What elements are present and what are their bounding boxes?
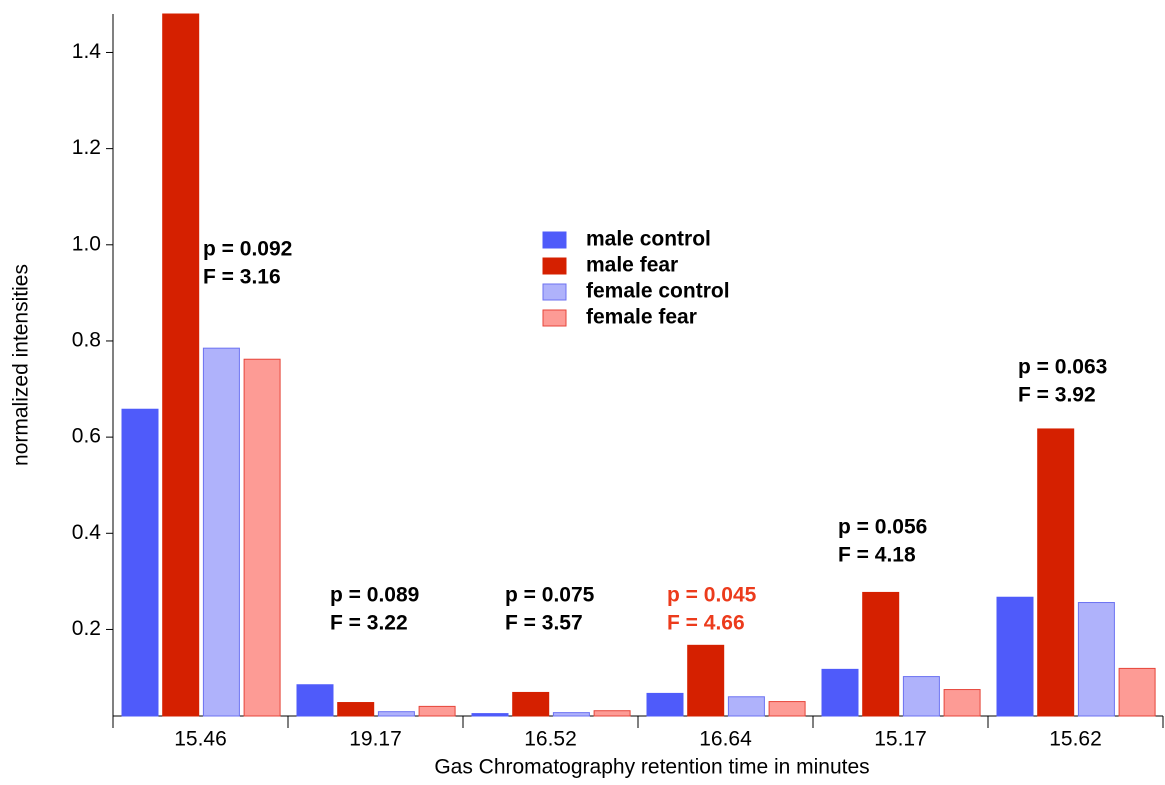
y-tick-label: 0.2 [72, 617, 101, 640]
y-tick-label: 1.2 [72, 136, 101, 159]
x-tick-label: 15.17 [874, 728, 927, 751]
bar [377, 711, 415, 717]
f-value: F = 3.22 [330, 612, 408, 635]
bar [337, 702, 375, 717]
legend-label: male control [586, 228, 711, 251]
bar [821, 668, 859, 717]
legend-label: male fear [586, 254, 678, 277]
bar [902, 676, 940, 717]
bar [202, 347, 240, 717]
bar [243, 358, 281, 717]
legend-label: female control [586, 280, 730, 303]
bar [943, 689, 981, 717]
y-tick-label: 1.0 [72, 232, 101, 255]
bar [418, 705, 456, 717]
bar [727, 696, 765, 717]
legend-swatch [542, 309, 567, 327]
f-value: F = 4.18 [838, 544, 916, 567]
f-value: F = 3.57 [505, 612, 583, 635]
bar [687, 644, 725, 717]
bar [1118, 667, 1156, 717]
p-value: p = 0.089 [330, 584, 419, 607]
bar [296, 684, 334, 717]
x-tick-label: 15.46 [174, 728, 227, 751]
x-tick-label: 19.17 [349, 728, 402, 751]
legend-label: female fear [586, 306, 697, 329]
x-tick-label: 16.52 [524, 728, 577, 751]
p-value: p = 0.063 [1018, 356, 1107, 379]
bar [646, 692, 684, 717]
f-value: F = 3.16 [203, 266, 281, 289]
y-tick-label: 1.4 [72, 40, 102, 63]
y-axis-label: normalized intensities [10, 264, 33, 466]
bar [1077, 602, 1115, 717]
p-value: p = 0.056 [838, 516, 927, 539]
x-tick-label: 16.64 [699, 728, 752, 751]
legend-swatch [542, 283, 567, 301]
bar [471, 713, 509, 717]
y-tick-label: 0.4 [72, 521, 102, 544]
x-tick-label: 15.62 [1049, 728, 1102, 751]
x-axis-label: Gas Chromatography retention time in min… [434, 756, 869, 779]
p-value: p = 0.092 [203, 238, 292, 261]
y-tick-label: 0.8 [72, 329, 101, 352]
bar [552, 712, 590, 717]
y-tick-label: 0.6 [72, 425, 101, 448]
f-value: F = 3.92 [1018, 384, 1096, 407]
legend-swatch [542, 257, 567, 275]
bar [121, 408, 159, 717]
bar [862, 591, 900, 717]
legend-swatch [542, 231, 567, 249]
bar [162, 13, 200, 717]
bar [768, 701, 806, 717]
bar [512, 691, 550, 717]
bar [593, 710, 631, 717]
bar [1037, 428, 1075, 717]
p-value: p = 0.045 [667, 584, 757, 607]
f-value: F = 4.66 [667, 612, 745, 635]
p-value: p = 0.075 [505, 584, 595, 607]
bar [996, 596, 1034, 717]
